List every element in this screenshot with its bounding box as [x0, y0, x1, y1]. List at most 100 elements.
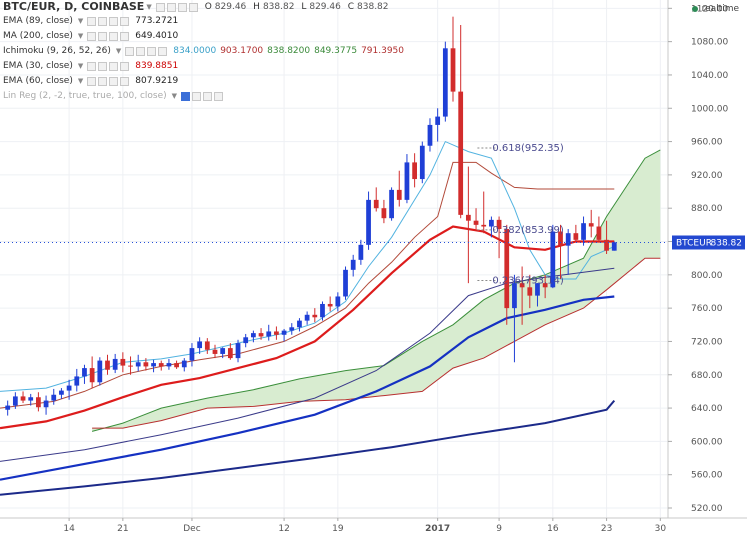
indicator-row[interactable]: Ichimoku (9, 26, 52, 26) ▼ 834.0000 903.170…: [3, 44, 404, 58]
close-icon[interactable]: [120, 16, 130, 26]
candle-body[interactable]: [181, 360, 187, 368]
plus-icon[interactable]: [109, 61, 119, 71]
settings-icon[interactable]: [98, 61, 108, 71]
indicator-row[interactable]: EMA (30, close) ▼ 839.8851: [3, 59, 178, 73]
candle-body[interactable]: [588, 223, 594, 227]
candle-body[interactable]: [481, 224, 487, 227]
settings-icon[interactable]: [136, 46, 146, 56]
candle-body[interactable]: [266, 331, 272, 337]
candle-body[interactable]: [473, 220, 479, 225]
indicator-name[interactable]: Lin Reg (2, -2, true, true, 100, close): [3, 91, 167, 101]
indicator-name[interactable]: EMA (60, close): [3, 76, 73, 86]
candle-body[interactable]: [312, 314, 318, 318]
candle-body[interactable]: [274, 331, 279, 335]
settings-icon[interactable]: [98, 16, 108, 26]
indicator-menu-icon[interactable]: ▼: [115, 47, 122, 55]
candle-body[interactable]: [550, 231, 556, 288]
candle-body[interactable]: [189, 348, 195, 361]
candle-body[interactable]: [327, 303, 333, 307]
candle-body[interactable]: [220, 348, 226, 354]
symbol-menu-icon[interactable]: ▼: [146, 3, 152, 11]
indicator-menu-icon[interactable]: ▼: [77, 32, 84, 40]
candle-body[interactable]: [128, 365, 133, 367]
candle-body[interactable]: [20, 396, 26, 401]
candle-body[interactable]: [12, 396, 18, 406]
candle-body[interactable]: [36, 397, 41, 408]
candle-body[interactable]: [604, 239, 609, 251]
candle-body[interactable]: [97, 360, 103, 383]
candle-body[interactable]: [250, 333, 256, 338]
indicator-row[interactable]: EMA (89, close) ▼ 773.2721: [3, 14, 178, 28]
candle-body[interactable]: [120, 358, 126, 366]
candle-body[interactable]: [450, 48, 456, 92]
plus-icon[interactable]: [203, 91, 213, 101]
candle-body[interactable]: [435, 116, 441, 125]
candle-body[interactable]: [442, 48, 448, 117]
eye-icon[interactable]: [181, 91, 191, 101]
candle-body[interactable]: [412, 162, 418, 180]
candle-body[interactable]: [496, 219, 502, 230]
indicator-name[interactable]: Ichimoku (9, 26, 52, 26): [3, 46, 111, 56]
candle-body[interactable]: [304, 314, 310, 321]
candle-body[interactable]: [527, 287, 533, 296]
candle-body[interactable]: [404, 162, 410, 200]
candle-body[interactable]: [366, 199, 371, 245]
close-icon[interactable]: [158, 46, 168, 56]
plot-area[interactable]: [0, 0, 668, 518]
candle-body[interactable]: [419, 145, 425, 180]
settings-icon[interactable]: [192, 91, 202, 101]
candle-body[interactable]: [297, 320, 302, 328]
candle-body[interactable]: [358, 244, 364, 260]
settings-icon[interactable]: [98, 31, 108, 41]
candle-body[interactable]: [66, 385, 72, 391]
candle-body[interactable]: [151, 363, 156, 367]
eye-icon[interactable]: [87, 76, 97, 86]
indicator-row[interactable]: Lin Reg (2, -2, true, true, 100, close) ▼: [3, 89, 225, 103]
eye-icon[interactable]: [155, 2, 165, 12]
candle-body[interactable]: [350, 259, 356, 270]
indicator-name[interactable]: EMA (30, close): [3, 61, 73, 71]
settings-icon[interactable]: [166, 2, 176, 12]
candle-body[interactable]: [343, 269, 348, 297]
candle-body[interactable]: [43, 400, 49, 408]
candle-body[interactable]: [28, 397, 34, 401]
candle-body[interactable]: [258, 333, 264, 337]
candle-body[interactable]: [611, 242, 617, 251]
plus-icon[interactable]: [109, 31, 119, 41]
candle-body[interactable]: [59, 390, 64, 395]
candle-body[interactable]: [465, 214, 471, 221]
indicator-menu-icon[interactable]: ▼: [77, 62, 84, 70]
candle-body[interactable]: [558, 231, 563, 246]
indicator-name[interactable]: EMA (89, close): [3, 16, 73, 26]
candle-body[interactable]: [381, 208, 387, 219]
candle-body[interactable]: [227, 348, 233, 359]
close-icon[interactable]: [120, 31, 130, 41]
candle-body[interactable]: [197, 341, 203, 349]
candle-body[interactable]: [5, 405, 11, 410]
candle-body[interactable]: [82, 368, 87, 377]
candle-body[interactable]: [204, 341, 210, 350]
eye-icon[interactable]: [87, 16, 97, 26]
candle-body[interactable]: [320, 303, 325, 318]
indicator-menu-icon[interactable]: ▼: [77, 17, 84, 25]
candle-body[interactable]: [212, 349, 218, 354]
candle-body[interactable]: [89, 368, 95, 383]
close-icon[interactable]: [120, 61, 130, 71]
indicator-row[interactable]: EMA (60, close) ▼ 807.9219: [3, 74, 178, 88]
candle-body[interactable]: [396, 189, 402, 200]
candle-body[interactable]: [166, 363, 172, 367]
candle-body[interactable]: [489, 219, 494, 227]
candle-body[interactable]: [573, 233, 579, 240]
candle-body[interactable]: [74, 376, 80, 386]
candle-body[interactable]: [519, 283, 525, 288]
eye-icon[interactable]: [87, 31, 97, 41]
last-price-tag[interactable]: [672, 235, 745, 250]
candle-body[interactable]: [542, 283, 548, 288]
close-icon[interactable]: [120, 76, 130, 86]
candle-body[interactable]: [504, 229, 510, 309]
indicator-row[interactable]: MA (200, close) ▼ 649.4010: [3, 29, 178, 43]
candle-body[interactable]: [458, 91, 464, 215]
candle-body[interactable]: [174, 363, 179, 368]
eye-icon[interactable]: [87, 61, 97, 71]
symbol-title[interactable]: BTC/EUR, D, COINBASE: [3, 0, 145, 13]
